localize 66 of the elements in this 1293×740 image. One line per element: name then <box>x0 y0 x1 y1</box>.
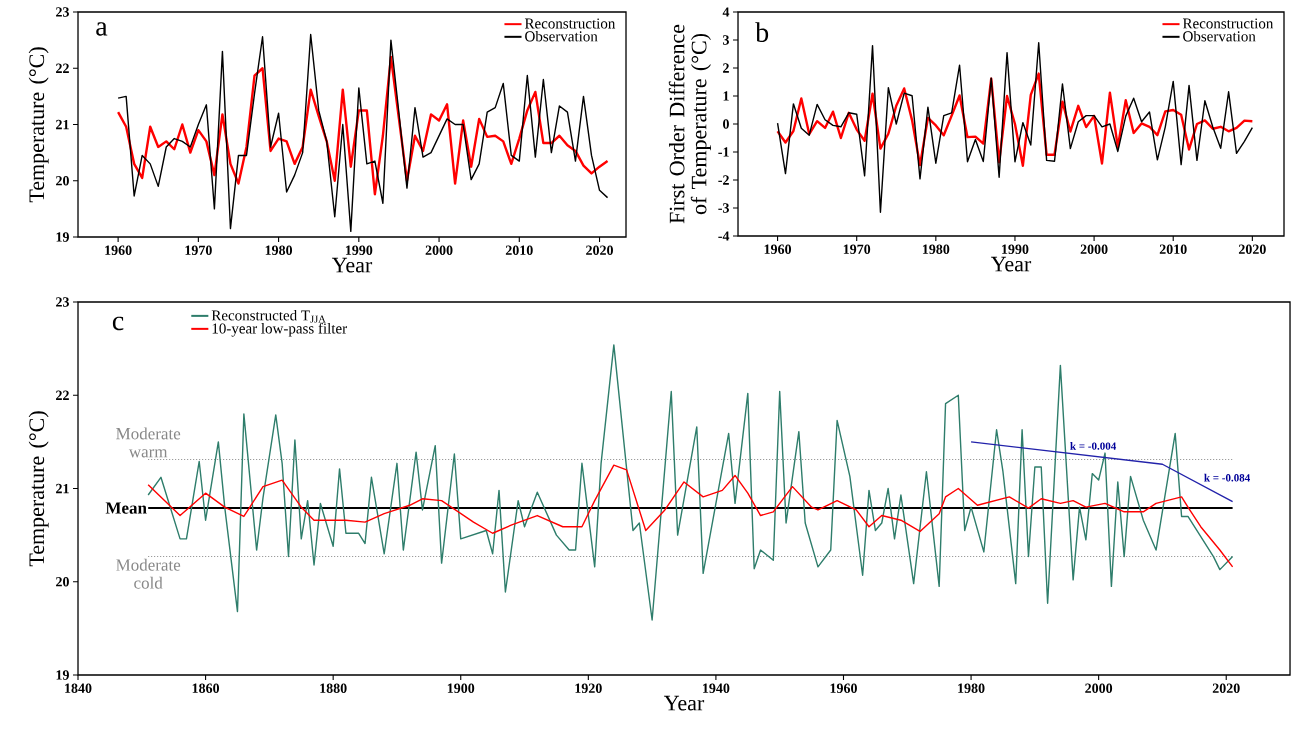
y-tick-label: -2 <box>718 175 729 185</box>
y-tick-label: -1 <box>718 147 729 157</box>
x-tick-label: 1860 <box>192 683 220 693</box>
x-tick-label: 2000 <box>1080 244 1108 254</box>
legend-label: Observation <box>1183 30 1256 42</box>
x-axis-title: Year <box>331 257 373 273</box>
y-tick-label: 3 <box>723 35 729 45</box>
y-tick-label: -4 <box>718 231 730 241</box>
x-axis-title: Year <box>663 695 705 711</box>
line-series <box>776 72 1254 167</box>
legend-label: 10-year low-pass filter <box>212 322 347 337</box>
y-tick-label: 19 <box>56 670 69 680</box>
legend-label: Reconstruction <box>524 18 616 29</box>
y-tick-label: 21 <box>56 483 69 494</box>
y-tick-label: 1 <box>723 91 729 101</box>
x-tick-label: 1880 <box>320 683 347 693</box>
y-axis-title: Temperature (°C) <box>28 47 49 203</box>
y-tick-label: 20 <box>56 176 69 186</box>
annotation: k = -0.004 <box>1070 442 1117 450</box>
ref-line-label: Mean <box>105 502 147 514</box>
y-tick-label: 22 <box>56 390 69 400</box>
x-tick-label: 2020 <box>1238 244 1266 254</box>
y-tick-label: 2 <box>723 63 729 73</box>
ref-line-label: Moderate warm <box>116 427 181 458</box>
x-axis-title: Year <box>990 256 1032 272</box>
y-tick-label: 20 <box>56 577 69 587</box>
x-tick-label: 1980 <box>265 245 293 255</box>
x-tick-label: 2000 <box>425 245 453 255</box>
annotation: c <box>112 316 124 331</box>
y-tick-label: 22 <box>56 63 69 73</box>
x-tick-label: 1990 <box>1002 244 1029 254</box>
x-tick-label: 2010 <box>1159 244 1187 254</box>
y-axis-title: Temperature (°C) <box>28 411 49 567</box>
x-tick-label: 2020 <box>1212 683 1240 693</box>
x-tick-label: 1840 <box>65 683 92 693</box>
x-tick-label: 1970 <box>185 245 212 255</box>
x-tick-label: 2000 <box>1085 683 1113 693</box>
y-tick-label: 23 <box>56 297 69 307</box>
x-tick-label: 1940 <box>703 683 730 693</box>
x-tick-label: 1960 <box>764 244 792 254</box>
y-tick-label: 19 <box>56 232 69 242</box>
legend-label: Reconstructed T$_{JJA}$ <box>211 309 326 323</box>
x-tick-label: 2020 <box>586 245 613 255</box>
y-tick-label: 0 <box>723 119 729 129</box>
y-axis-title: First Order Difference of Temperature (°C) <box>668 24 711 224</box>
x-tick-label: 1970 <box>843 244 871 254</box>
annotation: b <box>755 22 769 42</box>
legend-label: Observation <box>525 30 598 42</box>
y-tick-label: 4 <box>722 7 730 17</box>
x-tick-label: 1990 <box>345 245 373 255</box>
x-tick-label: 1920 <box>575 683 602 693</box>
line-series <box>776 42 1254 213</box>
x-tick-label: 1960 <box>105 245 132 255</box>
x-tick-label: 2010 <box>505 245 533 255</box>
annotation: a <box>96 22 108 36</box>
legend-label: Reconstruction <box>1182 18 1274 29</box>
annotation: k = -0.084 <box>1204 473 1250 482</box>
x-tick-label: 1900 <box>447 683 475 693</box>
x-tick-label: 1980 <box>958 683 985 693</box>
ref-line-label: Moderate cold <box>116 558 181 589</box>
x-tick-label: 1980 <box>922 244 950 254</box>
y-tick-label: -3 <box>718 203 729 213</box>
line-series <box>116 55 609 196</box>
y-tick-label: 21 <box>56 119 69 130</box>
x-tick-label: 1960 <box>830 683 857 693</box>
y-tick-label: 23 <box>56 7 69 17</box>
